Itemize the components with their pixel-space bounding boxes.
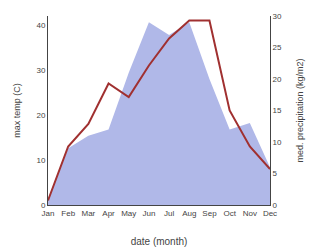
svg-text:Jun: Jun [142, 209, 155, 218]
svg-text:Jan: Jan [42, 209, 55, 218]
svg-text:Mar: Mar [81, 209, 95, 218]
svg-text:Oct: Oct [223, 209, 236, 218]
svg-text:30: 30 [273, 12, 282, 21]
svg-text:Jul: Jul [164, 209, 174, 218]
svg-text:20: 20 [36, 111, 45, 120]
svg-text:Nov: Nov [243, 209, 257, 218]
svg-text:Apr: Apr [102, 209, 115, 218]
svg-text:max temp (C): max temp (C) [12, 83, 22, 138]
svg-text:25: 25 [273, 43, 282, 52]
svg-text:5: 5 [273, 169, 278, 178]
svg-text:0: 0 [41, 201, 46, 210]
svg-text:date (month): date (month) [131, 236, 188, 247]
svg-text:10: 10 [273, 138, 282, 147]
svg-text:30: 30 [36, 66, 45, 75]
svg-text:Sep: Sep [202, 209, 217, 218]
svg-text:0: 0 [273, 201, 278, 210]
svg-text:Aug: Aug [182, 209, 196, 218]
svg-text:med. precipitation (kg/m2): med. precipitation (kg/m2) [295, 58, 305, 162]
svg-text:20: 20 [273, 75, 282, 84]
svg-text:May: May [121, 209, 136, 218]
svg-text:Feb: Feb [61, 209, 75, 218]
svg-text:15: 15 [273, 106, 282, 115]
svg-text:Dec: Dec [263, 209, 277, 218]
svg-text:10: 10 [36, 156, 45, 165]
svg-text:40: 40 [36, 21, 45, 30]
